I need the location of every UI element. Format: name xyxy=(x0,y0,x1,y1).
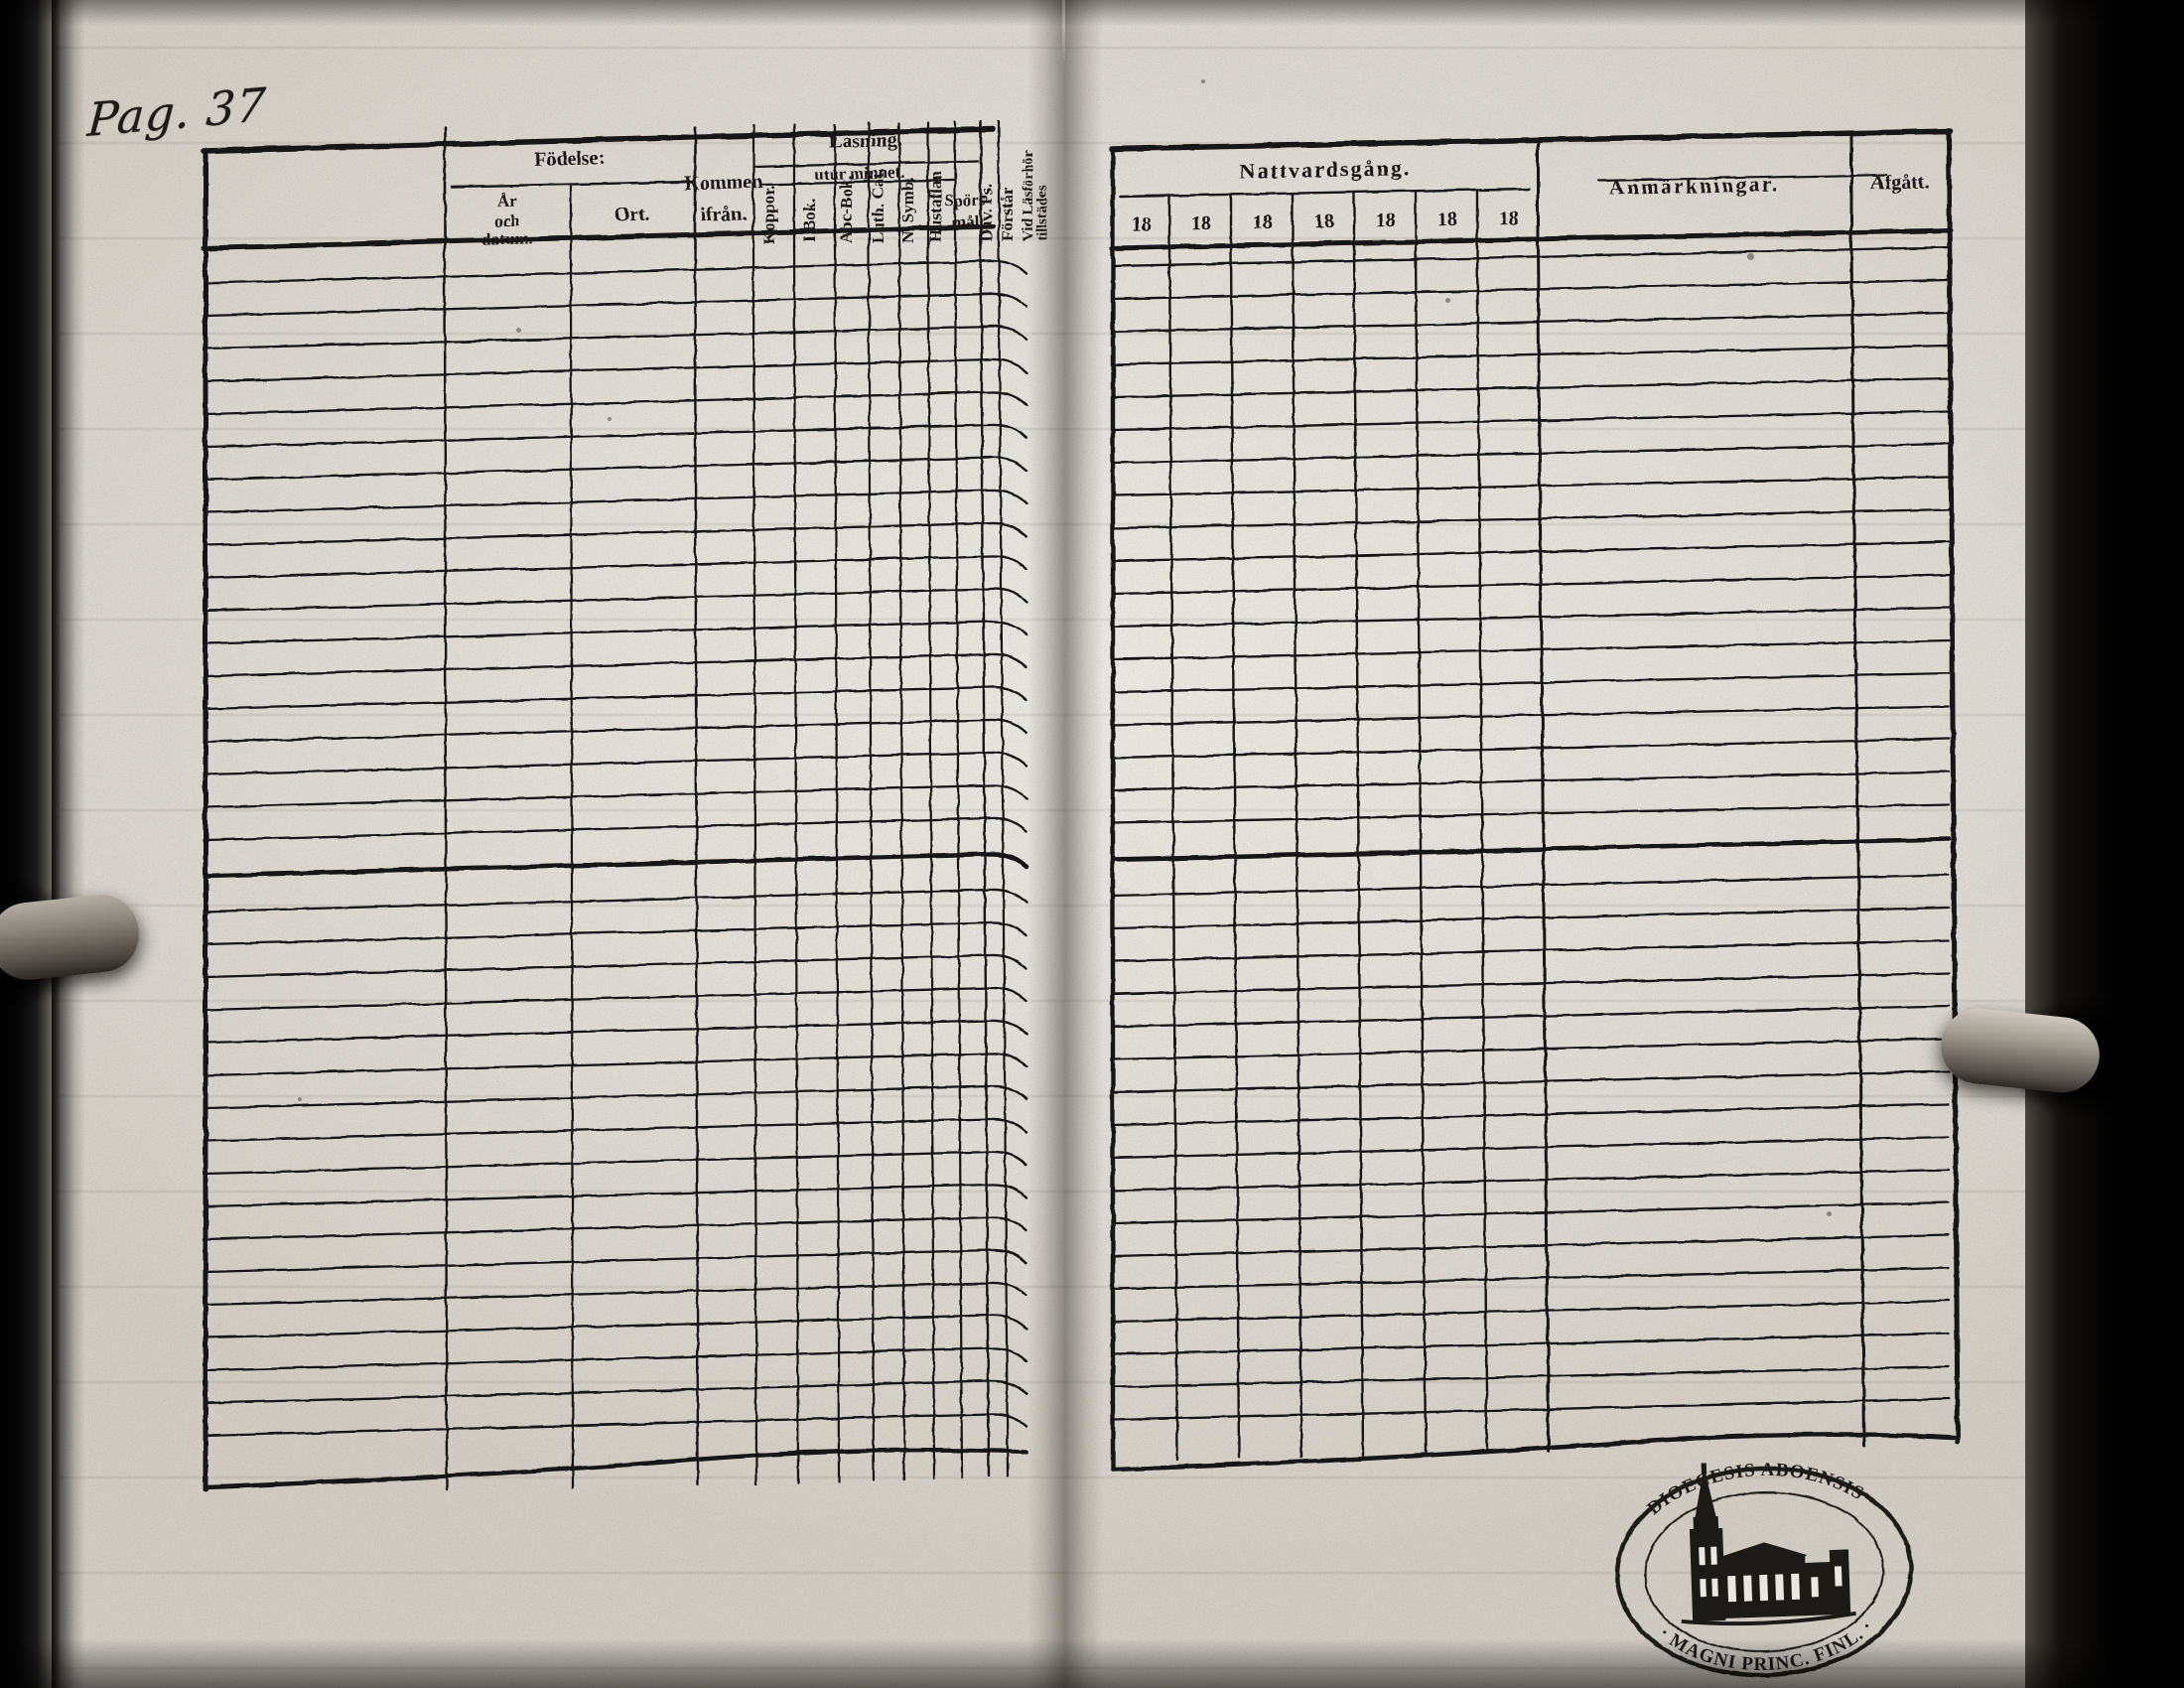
header-i-bok: I Bok. xyxy=(800,199,819,242)
header-sporsmal-line1: Spörs- xyxy=(944,190,992,210)
nattvard-year-5: 18 xyxy=(1376,210,1396,231)
stamp-text-top: DIOECESIS ABOENSIS · xyxy=(1642,1456,1880,1520)
header-ar-och-datum-line3: datum. xyxy=(481,228,533,248)
header-kommen-line2: ifrån. xyxy=(700,203,748,225)
header-lasning: Läsning. xyxy=(829,129,903,153)
scan-edge-bottom xyxy=(0,1638,2184,1688)
nattvard-year-4: 18 xyxy=(1314,211,1334,232)
header-sporsmal-line2: mål. xyxy=(952,212,984,232)
nattvard-year-2: 18 xyxy=(1191,212,1211,234)
header-nattvardsgang: Nattvardsgång. xyxy=(1239,155,1411,184)
header-ar-och-datum-line1: År xyxy=(497,192,518,211)
header-vid-lasforhor-line2: tillstädes xyxy=(1034,185,1050,241)
nattvard-year-7: 18 xyxy=(1499,208,1519,229)
paper-speck xyxy=(1201,79,1205,83)
paper-speck xyxy=(1747,253,1754,260)
paper-speck xyxy=(1445,298,1450,303)
header-ar-och-datum-line2: och xyxy=(494,211,521,231)
header-ort: Ort. xyxy=(614,204,650,226)
scan-edge-top xyxy=(0,0,2184,26)
header-anmarkningar: Anmärkningar. xyxy=(1609,172,1780,200)
header-afgatt: Afgått. xyxy=(1870,171,1930,194)
header-utur-minnet: utur minnet. xyxy=(814,163,905,185)
header-abc-bok: Abc-Bok. xyxy=(837,176,856,243)
nattvard-year-1: 18 xyxy=(1132,213,1152,235)
nattvard-year-6: 18 xyxy=(1437,209,1457,230)
header-luth-cat: Luth. Cat. xyxy=(869,169,887,243)
paper-speck xyxy=(516,328,521,333)
header-kommen-line1: Kommen xyxy=(684,171,762,195)
nattvard-year-3: 18 xyxy=(1253,211,1273,233)
header-fodelse: Födelse: xyxy=(534,147,606,171)
paper-speck xyxy=(608,417,612,421)
paper-speck xyxy=(298,1097,302,1101)
header-koppor: Koppor. xyxy=(759,186,778,244)
header-dav-ps: Dav. Ps. xyxy=(977,184,996,241)
header-forstar: Förstår xyxy=(998,187,1017,241)
cathedral-icon xyxy=(1681,1463,1856,1626)
binding-right xyxy=(2025,0,2184,1688)
binding-left xyxy=(0,0,60,1688)
header-vid-lasforhor-line1: Vid Läsförhör xyxy=(1021,150,1036,241)
header-hustaflan: Hustaflan xyxy=(926,171,945,242)
paper-speck xyxy=(1827,1211,1832,1216)
gutter-highlight xyxy=(1062,0,1065,66)
header-n-symb: N. Symb. xyxy=(898,177,917,243)
binding-left-shadow xyxy=(52,0,85,1688)
